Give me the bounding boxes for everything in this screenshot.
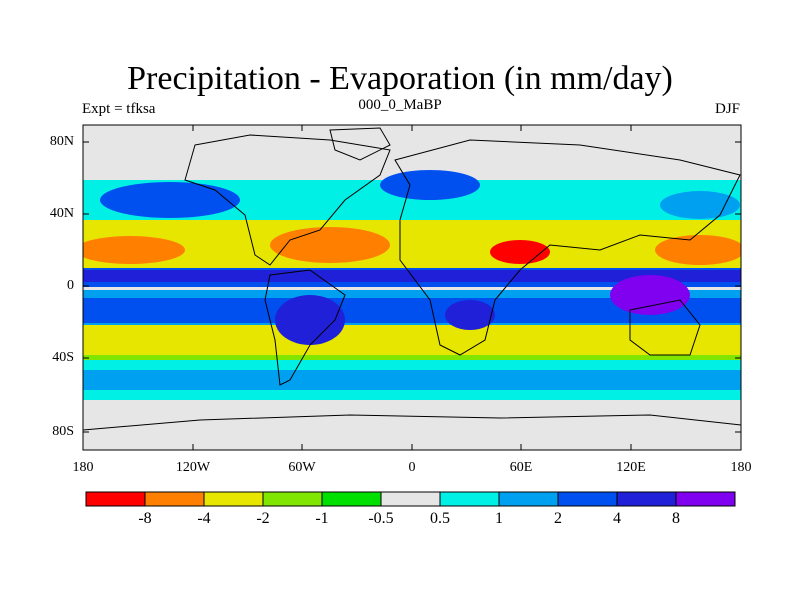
band-south-lightblue (83, 370, 741, 390)
colorbar-swatch (203, 491, 264, 507)
chart-subtitle: 000_0_MaBP (358, 97, 442, 113)
band-north-yellow (83, 220, 741, 268)
colorbar-swatch (675, 491, 736, 507)
eurasia-africa-outline (394, 139, 741, 356)
lat-label-40n: 40N (49, 206, 74, 221)
field-layer (83, 125, 741, 450)
colorbar-label: -1 (315, 510, 329, 527)
lon-label-60e: 60E (509, 460, 533, 475)
greenland-outline (329, 127, 391, 161)
north-america-outline (184, 134, 391, 266)
colorbar-swatch (321, 491, 382, 507)
colorbar-swatch (144, 491, 205, 507)
lon-label-120e: 120E (616, 460, 646, 475)
colorbar-swatch (380, 491, 441, 507)
colorbar-swatch (498, 491, 559, 507)
patch-darkblue-amazon (275, 295, 345, 345)
colorbar-swatch (439, 491, 500, 507)
chart-title: Precipitation - Evaporation (in mm/day) (127, 60, 673, 97)
patch-orange-atlantic (270, 227, 390, 263)
colorbar-label: 0.5 (430, 510, 450, 527)
lon-label-0: 0 (408, 460, 416, 475)
lon-label-60w: 60W (288, 460, 316, 475)
patch-lightblue-pacific (660, 191, 740, 219)
patch-blue-atlantic (380, 170, 480, 200)
lat-label-40s: 40S (52, 350, 74, 365)
lat-label-80s: 80S (52, 424, 74, 439)
colorbar-label: -0.5 (368, 510, 394, 527)
patch-orange-pacific-west (83, 236, 185, 264)
lon-label-120w: 120W (175, 460, 211, 475)
antarctica-outline (82, 414, 742, 431)
patch-purple-indonesia (610, 275, 690, 315)
patch-darkblue-africa (445, 300, 495, 330)
australia-outline (629, 299, 701, 356)
coastline-layer (82, 127, 742, 431)
lat-label-80n: 80N (49, 134, 74, 149)
colorbar-label: 8 (672, 510, 680, 527)
colorbar-label: -4 (197, 510, 211, 527)
season-label: DJF (714, 101, 740, 117)
patch-blue-pacific (100, 182, 240, 218)
colorbar (85, 491, 736, 507)
colorbar-swatch (262, 491, 323, 507)
colorbar-label: 2 (554, 510, 562, 527)
colorbar-label: 4 (613, 510, 621, 527)
colorbar-label: -8 (138, 510, 152, 527)
colorbar-swatch (557, 491, 618, 507)
lon-label-180e: 180 (730, 460, 752, 475)
south-america-outline (264, 269, 346, 386)
patch-orange-pacific-east (655, 235, 741, 265)
lat-label-0: 0 (67, 278, 74, 293)
axis-ticks (83, 125, 741, 450)
colorbar-swatch (85, 491, 146, 507)
colorbar-label: 1 (495, 510, 503, 527)
experiment-label: Expt = tfksa (82, 101, 156, 117)
colorbar-label: -2 (256, 510, 270, 527)
colorbar-swatch (616, 491, 677, 507)
lon-label-180w: 180 (72, 460, 94, 475)
band-south-yellow (83, 325, 741, 355)
